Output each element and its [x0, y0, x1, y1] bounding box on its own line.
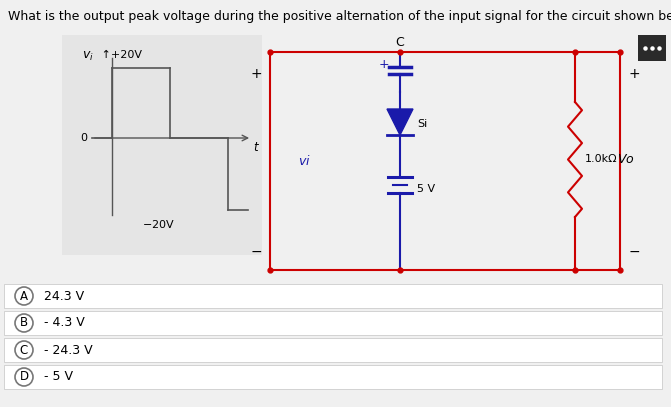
Text: What is the output peak voltage during the positive alternation of the input sig: What is the output peak voltage during t…: [8, 10, 671, 23]
Polygon shape: [387, 109, 413, 135]
Text: 1.0kΩ: 1.0kΩ: [585, 155, 617, 164]
Text: C: C: [396, 35, 405, 48]
Text: $-$20V: $-$20V: [142, 218, 174, 230]
FancyBboxPatch shape: [638, 35, 666, 61]
Text: 0: 0: [80, 133, 87, 143]
Text: B: B: [20, 317, 28, 330]
Text: $\it{t}$: $\it{t}$: [253, 141, 260, 154]
Text: $\it{v}_i$: $\it{v}_i$: [82, 50, 94, 63]
Text: 5 V: 5 V: [417, 184, 435, 194]
Text: +: +: [378, 59, 389, 72]
Text: - 24.3 V: - 24.3 V: [44, 344, 93, 357]
Text: $\it{Vo}$: $\it{Vo}$: [617, 153, 635, 166]
FancyBboxPatch shape: [4, 284, 662, 308]
FancyBboxPatch shape: [62, 35, 262, 255]
Text: +: +: [250, 67, 262, 81]
FancyBboxPatch shape: [4, 338, 662, 362]
Text: C: C: [20, 344, 28, 357]
Text: ↑+20V: ↑+20V: [98, 50, 142, 60]
FancyBboxPatch shape: [4, 311, 662, 335]
Text: 24.3 V: 24.3 V: [44, 289, 84, 302]
Text: Si: Si: [417, 119, 427, 129]
Text: - 5 V: - 5 V: [44, 370, 73, 383]
Text: A: A: [20, 289, 28, 302]
Text: D: D: [19, 370, 29, 383]
Text: $\it{vi}$: $\it{vi}$: [298, 154, 311, 168]
Text: +: +: [628, 67, 640, 81]
FancyBboxPatch shape: [4, 365, 662, 389]
Text: −: −: [628, 245, 640, 259]
Text: −: −: [250, 245, 262, 259]
Text: - 4.3 V: - 4.3 V: [44, 317, 85, 330]
